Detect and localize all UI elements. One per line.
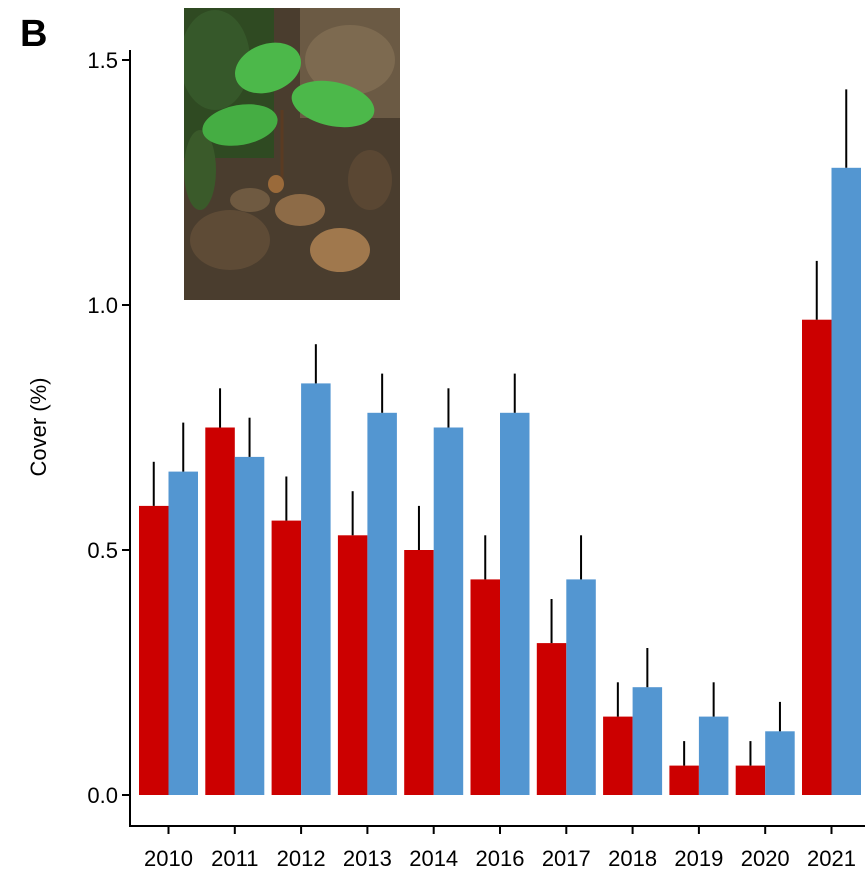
bar-2014-series-1 — [404, 550, 434, 795]
x-tick-label: 2013 — [343, 846, 392, 871]
x-tick-label: 2012 — [277, 846, 326, 871]
x-tick-label: 2020 — [741, 846, 790, 871]
x-axis-ticks: 2010 2011 2012 2013 2014 2016 2017 2018 2019 2020… — [144, 826, 856, 871]
y-axis-ticks: 0.0 0.5 1.0 1.5 — [87, 48, 130, 808]
x-tick-label: 2019 — [674, 846, 723, 871]
bar-series — [139, 89, 861, 796]
bar-2017-series-1 — [536, 643, 567, 795]
y-tick-label: 1.0 — [87, 293, 118, 318]
bar-2021-series-1 — [802, 319, 832, 795]
panel-label: B — [20, 13, 47, 55]
bar-2019-series-2 — [698, 716, 729, 795]
x-tick-label: 2014 — [409, 846, 458, 871]
bar-2014-series-2 — [433, 427, 464, 795]
x-tick-label: 2010 — [144, 846, 193, 871]
bar-2017-series-2 — [566, 579, 596, 795]
bar-2018-series-1 — [603, 716, 633, 795]
bar-2018-series-2 — [632, 687, 663, 795]
bar-2020-series-2 — [765, 731, 795, 795]
bar-2012-series-2 — [301, 383, 331, 795]
bar-2011-series-2 — [234, 456, 265, 795]
bar-2013-series-1 — [337, 535, 368, 795]
bar-2016-series-2 — [500, 412, 530, 795]
y-tick-label: 0.5 — [87, 538, 118, 563]
x-tick-label: 2018 — [608, 846, 657, 871]
y-axis-title: Cover (%) — [26, 377, 51, 476]
bar-2010-series-2 — [168, 471, 198, 795]
bar-2019-series-1 — [669, 765, 699, 795]
x-tick-label: 2021 — [807, 846, 856, 871]
x-tick-label: 2011 — [211, 846, 258, 871]
x-tick-label: 2016 — [476, 846, 525, 871]
bar-2013-series-2 — [367, 412, 397, 795]
bar-2020-series-1 — [735, 765, 766, 795]
seedling-photo — [184, 8, 400, 300]
bar-2016-series-1 — [470, 579, 500, 795]
bar-2010-series-1 — [139, 505, 169, 795]
bar-2012-series-1 — [271, 520, 302, 795]
bar-2021-series-2 — [831, 167, 861, 796]
y-tick-label: 1.5 — [87, 48, 118, 73]
y-tick-label: 0.0 — [87, 783, 118, 808]
x-tick-label: 2017 — [542, 846, 591, 871]
bar-2011-series-1 — [205, 427, 235, 795]
